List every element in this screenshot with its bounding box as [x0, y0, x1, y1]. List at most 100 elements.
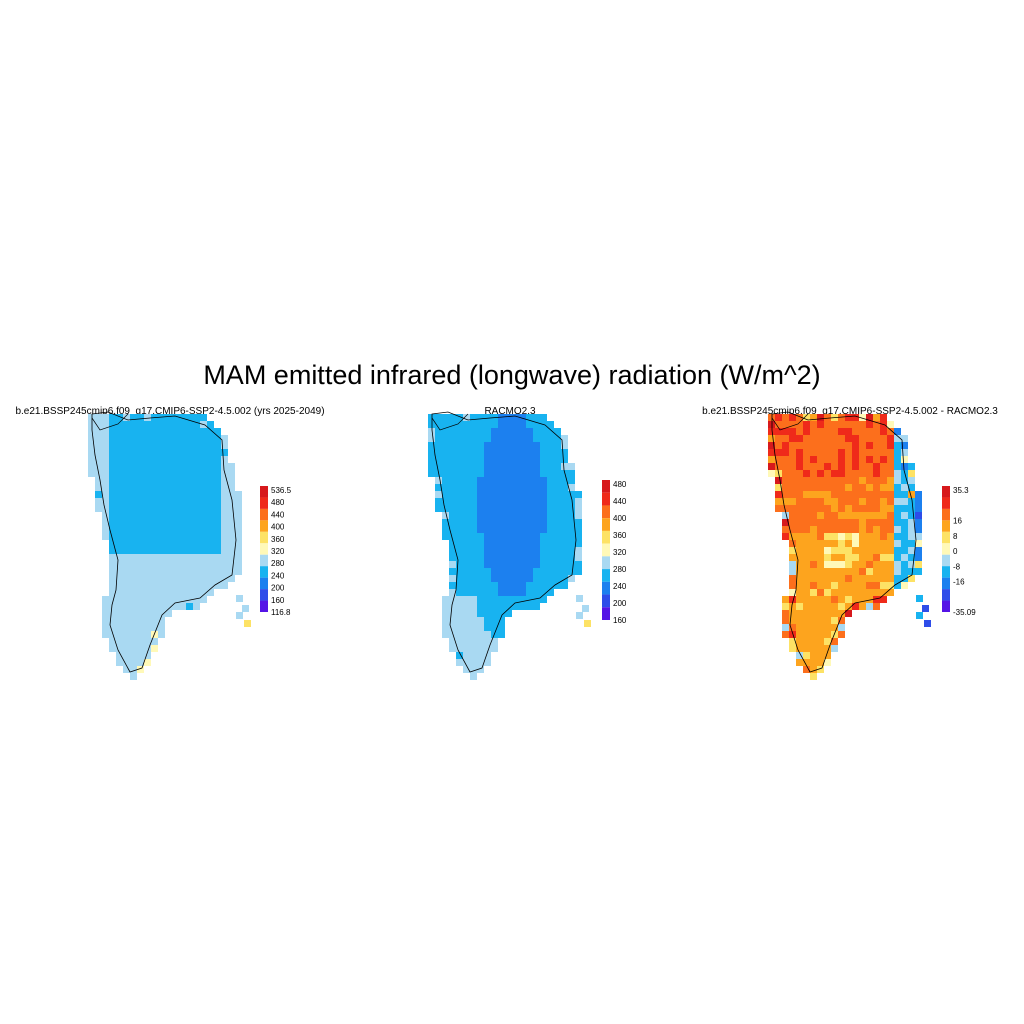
grid-cell — [137, 477, 144, 484]
grid-cell — [449, 561, 456, 568]
grid-cell — [470, 624, 477, 631]
grid-cell — [207, 477, 214, 484]
grid-cell — [102, 449, 109, 456]
grid-cell — [533, 596, 540, 603]
grid-cell — [123, 505, 130, 512]
grid-cell — [435, 505, 442, 512]
grid-cell — [775, 456, 782, 463]
grid-cell — [498, 484, 505, 491]
grid-cell — [880, 589, 887, 596]
grid-cell — [498, 477, 505, 484]
grid-cell — [123, 603, 130, 610]
grid-cell — [873, 498, 880, 505]
grid-cell — [221, 449, 228, 456]
grid-cell — [151, 596, 158, 603]
grid-cell — [859, 582, 866, 589]
grid-cell — [824, 596, 831, 603]
grid-cell — [477, 533, 484, 540]
grid-cell — [228, 484, 235, 491]
grid-cell — [463, 470, 470, 477]
grid-cell — [158, 505, 165, 512]
grid-cell — [540, 449, 547, 456]
grid-cell — [179, 498, 186, 505]
grid-cell — [186, 568, 193, 575]
grid-cell — [477, 414, 484, 421]
grid-cell — [470, 610, 477, 617]
grid-cell — [519, 603, 526, 610]
grid-cell — [775, 435, 782, 442]
grid-cell — [803, 512, 810, 519]
grid-cell — [796, 568, 803, 575]
grid-cell — [873, 603, 880, 610]
grid-cell — [158, 575, 165, 582]
grid-cell — [151, 421, 158, 428]
grid-cell — [866, 435, 873, 442]
grid-cell — [873, 442, 880, 449]
panel-title-racmo: RACMO2.3 — [484, 406, 536, 417]
grid-cell — [470, 652, 477, 659]
grid-cell — [775, 442, 782, 449]
grid-cell — [505, 582, 512, 589]
grid-cell — [873, 568, 880, 575]
grid-cell — [824, 498, 831, 505]
grid-cell — [179, 414, 186, 421]
coastline — [91, 413, 129, 431]
grid-cell — [151, 435, 158, 442]
coastline — [771, 413, 809, 431]
grid-cell — [866, 449, 873, 456]
grid-cell — [498, 582, 505, 589]
grid-cell — [873, 491, 880, 498]
grid-cell — [151, 456, 158, 463]
grid-cell — [470, 631, 477, 638]
grid-cell — [484, 414, 491, 421]
grid-cell — [109, 449, 116, 456]
grid-cell — [491, 547, 498, 554]
grid-cell — [491, 463, 498, 470]
grid-cell — [859, 561, 866, 568]
grid-cell — [456, 617, 463, 624]
grid-cell — [831, 421, 838, 428]
grid-cell — [484, 645, 491, 652]
grid-cell — [561, 582, 568, 589]
grid-cell — [908, 547, 915, 554]
grid-cell — [137, 414, 144, 421]
grid-cell — [165, 505, 172, 512]
grid-cell — [179, 540, 186, 547]
grid-cell — [491, 540, 498, 547]
grid-cell — [859, 547, 866, 554]
grid-cell — [845, 484, 852, 491]
grid-cell — [547, 575, 554, 582]
grid-cell — [116, 589, 123, 596]
grid-cell — [894, 505, 901, 512]
grid-cell — [512, 477, 519, 484]
grid-cell — [463, 568, 470, 575]
grid-cell — [165, 498, 172, 505]
grid-cell — [151, 589, 158, 596]
grid-cell — [852, 603, 859, 610]
grid-cell — [130, 484, 137, 491]
grid-cell — [151, 484, 158, 491]
grid-cell — [102, 526, 109, 533]
grid-cell — [505, 477, 512, 484]
grid-cell — [838, 421, 845, 428]
grid-cell — [547, 428, 554, 435]
grid-cell — [810, 624, 817, 631]
grid-cell — [130, 421, 137, 428]
grid-cell — [137, 484, 144, 491]
grid-cell — [803, 470, 810, 477]
grid-cell — [533, 442, 540, 449]
grid-cell — [449, 568, 456, 575]
grid-cell — [894, 470, 901, 477]
grid-cell — [824, 463, 831, 470]
grid-cell — [158, 456, 165, 463]
grid-cell — [519, 568, 526, 575]
grid-cell — [803, 582, 810, 589]
grid-cell — [866, 498, 873, 505]
grid-cell — [568, 519, 575, 526]
grid-cell — [540, 463, 547, 470]
grid-cell — [554, 554, 561, 561]
grid-cell — [137, 659, 144, 666]
grid-cell — [123, 659, 130, 666]
grid-cell — [838, 435, 845, 442]
grid-cell — [852, 491, 859, 498]
